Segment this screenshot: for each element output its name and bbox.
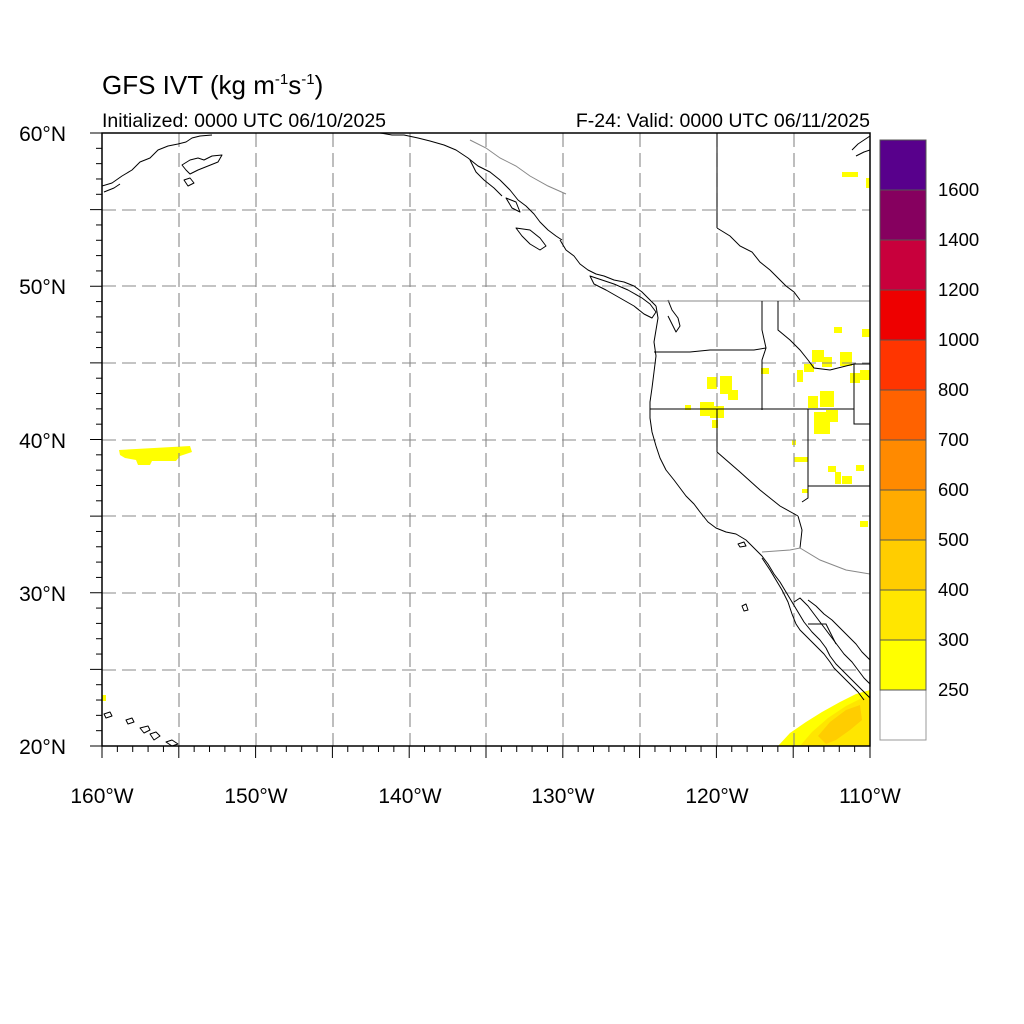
lat-label-50n: 50°N xyxy=(19,276,66,299)
colorbar-label: 700 xyxy=(938,429,969,450)
colorbar-label: 400 xyxy=(938,579,969,600)
colorbar xyxy=(879,139,927,741)
lat-label-40n: 40°N xyxy=(19,430,66,453)
map-title: GFS IVT (kg m-1s-1) xyxy=(102,70,324,100)
colorbar-swatch xyxy=(879,339,927,391)
colorbar-label: 600 xyxy=(938,479,969,500)
colorbar-label: 1400 xyxy=(938,229,980,250)
initialized-label: Initialized: 0000 UTC 06/10/2025 xyxy=(102,110,387,132)
colorbar-label: 500 xyxy=(938,529,969,550)
colorbar-label: 800 xyxy=(938,379,969,400)
ivt-patch-southern-mexico-peak xyxy=(818,705,862,744)
colorbar-label: 1200 xyxy=(938,279,980,300)
colorbar-swatch xyxy=(879,639,927,691)
lon-label-160w: 160°W xyxy=(70,785,134,808)
map-gridlines xyxy=(102,133,870,746)
lon-label-130w: 130°W xyxy=(531,785,595,808)
colorbar-swatch xyxy=(879,539,927,591)
colorbar-swatch xyxy=(879,239,927,291)
colorbar-swatch xyxy=(879,189,927,241)
colorbar-swatch xyxy=(879,689,927,741)
coastlines xyxy=(102,133,870,746)
ivt-patch-central-pacific xyxy=(119,446,192,465)
lon-label-140w: 140°W xyxy=(378,785,442,808)
valid-time-label: F-24: Valid: 0000 UTC 06/11/2025 xyxy=(575,110,870,132)
political-borders xyxy=(469,133,870,645)
colorbar-label: 250 xyxy=(938,679,969,700)
colorbar-swatch xyxy=(879,139,927,191)
colorbar-swatch xyxy=(879,489,927,541)
colorbar-swatch xyxy=(879,289,927,341)
colorbar-swatch xyxy=(879,589,927,641)
lat-label-30n: 30°N xyxy=(19,583,66,606)
ivt-patch-edge xyxy=(102,695,106,701)
lon-label-150w: 150°W xyxy=(224,785,288,808)
lon-label-110w: 110°W xyxy=(839,785,901,808)
colorbar-label: 1000 xyxy=(938,329,980,350)
lat-label-20n: 20°N xyxy=(19,736,66,759)
colorbar-swatch xyxy=(879,439,927,491)
lon-label-120w: 120°W xyxy=(685,785,749,808)
colorbar-swatch xyxy=(879,389,927,441)
axis-ticks xyxy=(90,132,871,758)
ivt-shading xyxy=(102,172,870,746)
lat-label-60n: 60°N xyxy=(19,123,66,146)
colorbar-label: 300 xyxy=(938,629,969,650)
colorbar-label: 1600 xyxy=(938,179,980,200)
